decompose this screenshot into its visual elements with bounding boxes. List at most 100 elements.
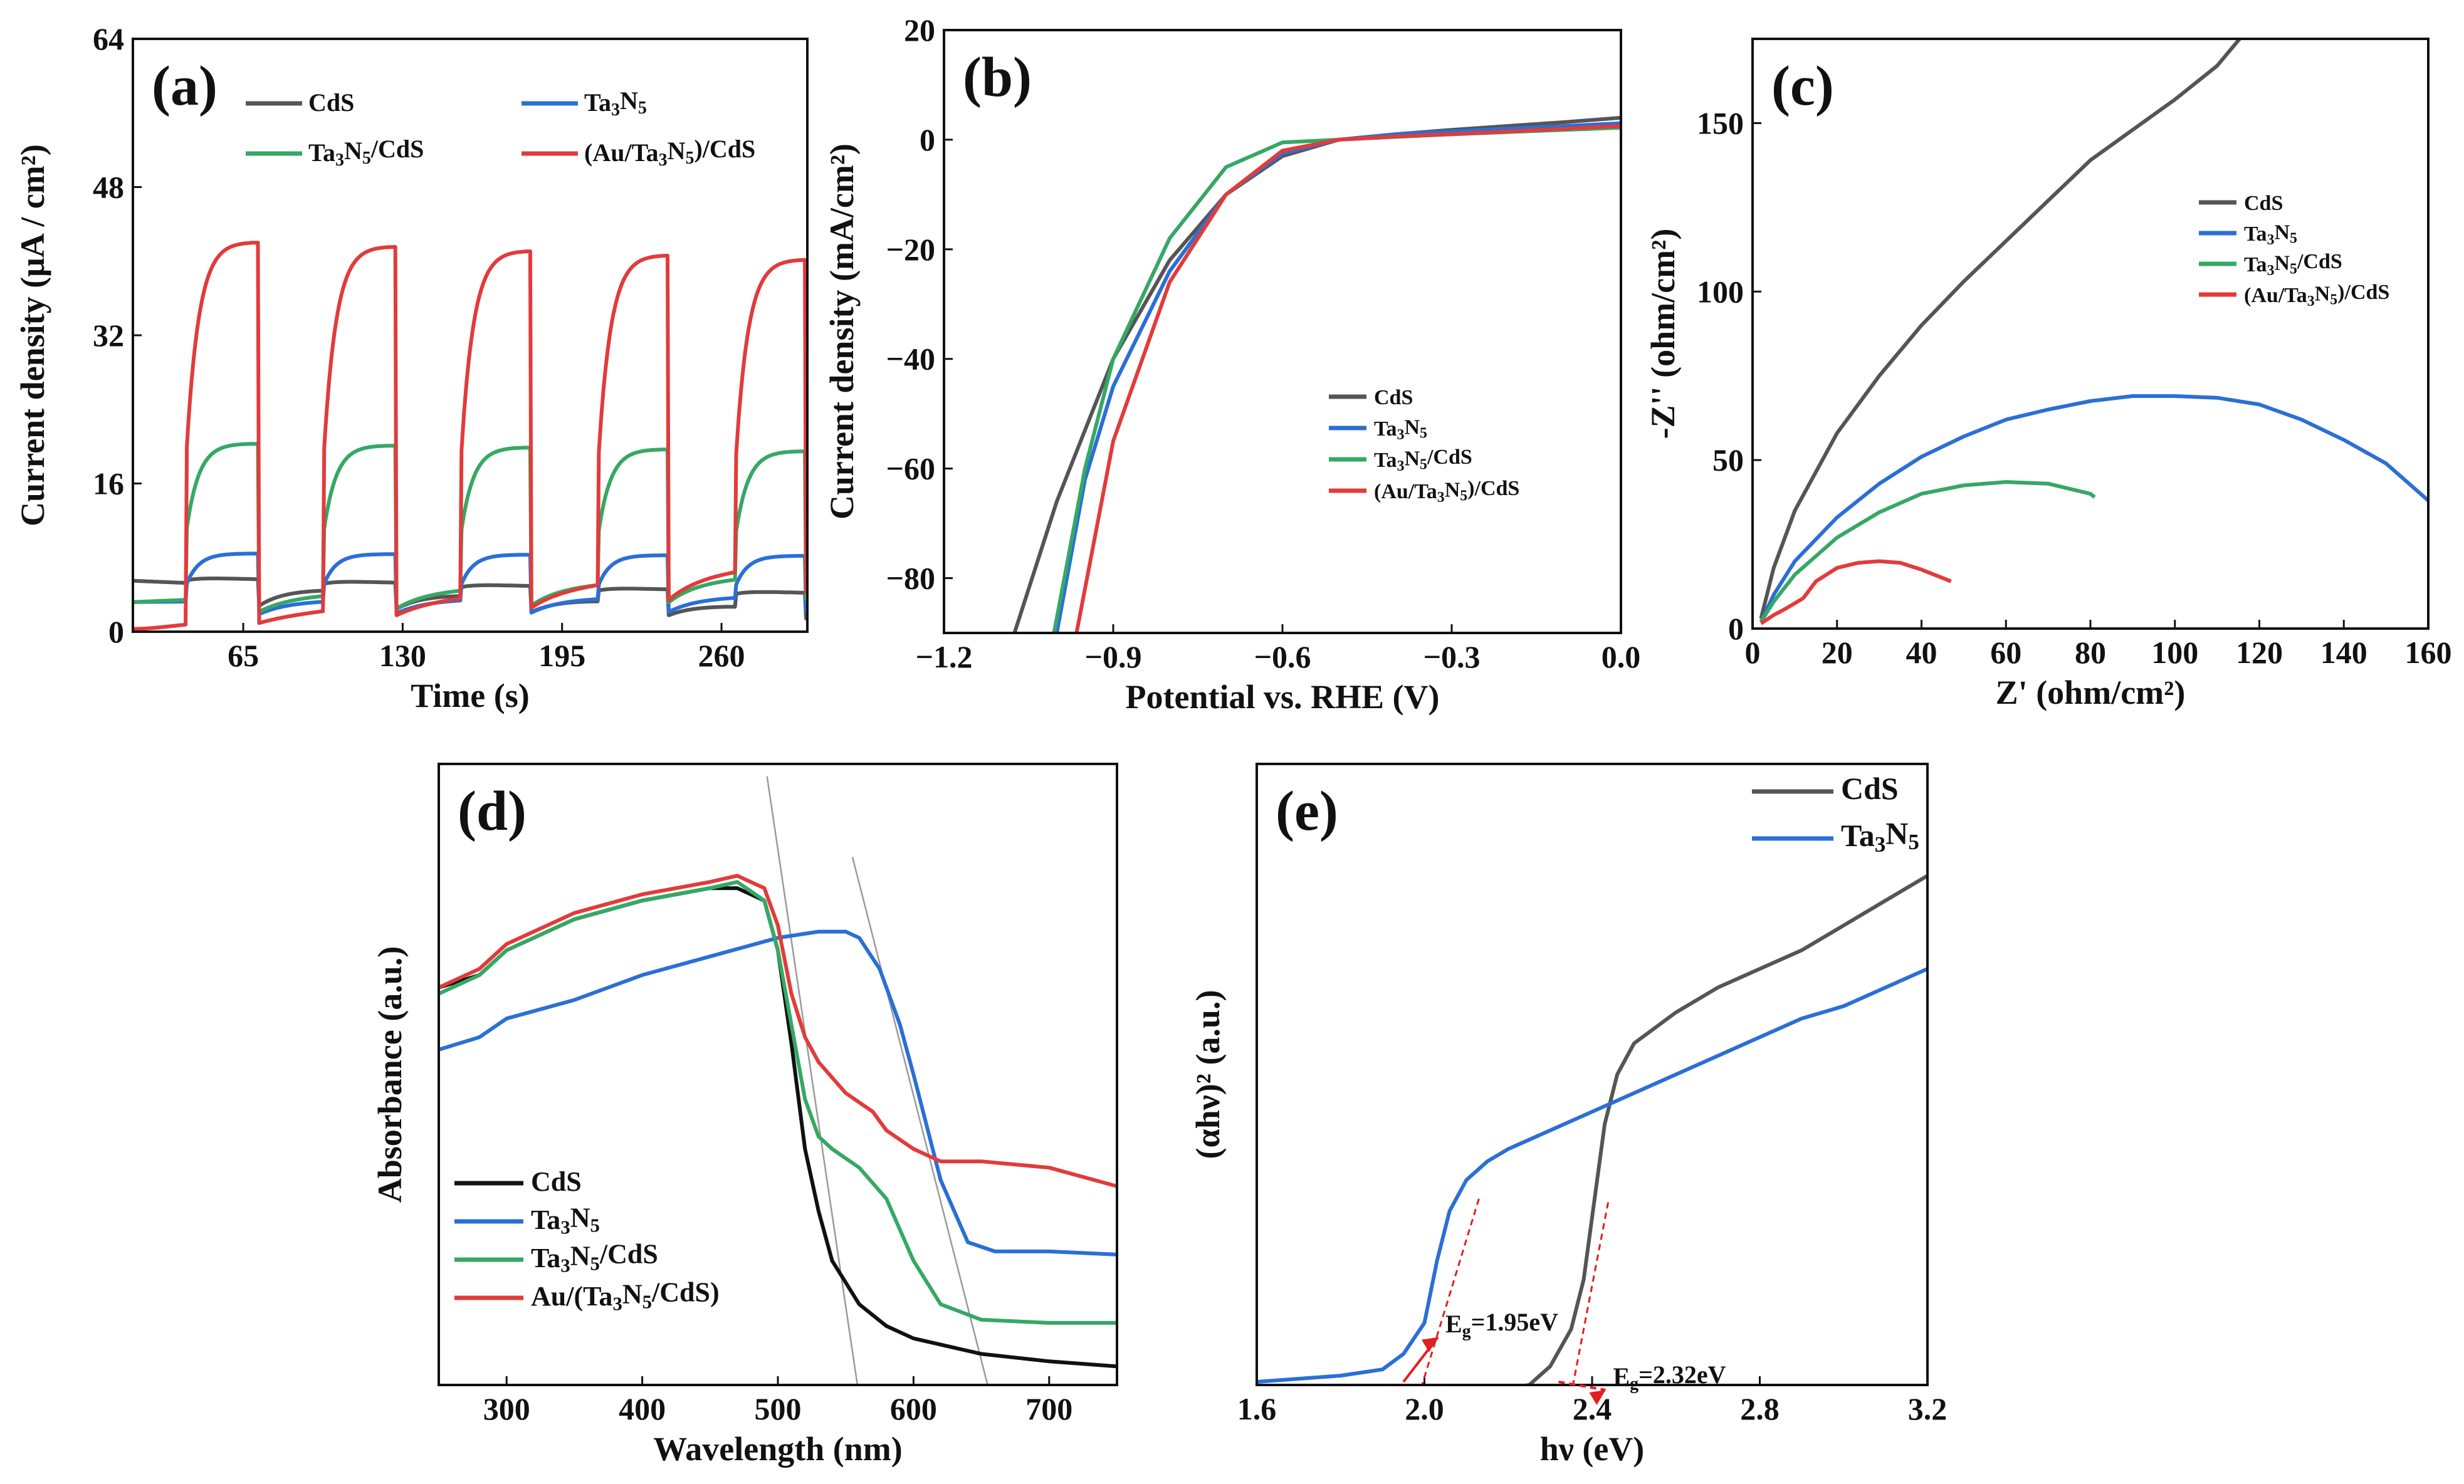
series-c-3 (1759, 559, 1952, 625)
series-d-1 (439, 929, 1117, 1257)
panel-label-a: (a) (152, 55, 218, 117)
legend-label-d: CdS (531, 1166, 582, 1197)
plot-frame-e (1256, 763, 1929, 1386)
legend-label-b: CdS (1374, 386, 1413, 409)
x-tick-label-c: 60 (1990, 635, 2021, 670)
panel-a: 65 130 195 260 0 16 32 48 64 Time (s) Current dens… (14, 21, 809, 714)
panel-label-b: (b) (963, 46, 1032, 108)
legend-label-e: Ta3​N5​ (1841, 815, 1919, 857)
x-tick-label-e: 1.6 (1237, 1391, 1277, 1426)
x-axis-label-a: Time (s) (411, 677, 529, 714)
annotation-arrowhead-1 (1589, 1390, 1606, 1405)
x-tick-label-d: 700 (1025, 1391, 1072, 1426)
annotation-label-1: Eg​=2.32eV (1613, 1361, 1726, 1394)
legend-label-a: (Au/Ta3​N5​)/CdS (584, 135, 755, 170)
legend-label-c: (Au/Ta3​N5​)/CdS (2244, 281, 2389, 310)
series-b-3 (1074, 124, 1621, 633)
series-b-1 (1055, 121, 1621, 633)
y-tick-label-a: 32 (93, 318, 124, 353)
series-e-0 (1516, 874, 1927, 1385)
y-tick-label-b: −40 (886, 342, 936, 377)
series-a-2 (133, 442, 807, 614)
panel-d: 300 400 500 600 700 Wavelength (nm) Absorbance… (371, 763, 1118, 1468)
series-d-2 (439, 880, 1117, 1325)
x-axis-label-d: Wavelength (nm) (653, 1430, 903, 1468)
legend-label-d: Au/(Ta3​N5​/CdS) (531, 1277, 720, 1314)
panel-b: −1.2 −0.9 −0.6 −0.3 0.0 −80 −60 −40 −20 0 20 Potent… (823, 13, 1640, 716)
y-tick-label-b: 0 (920, 122, 935, 157)
series-c-0 (1759, 39, 2242, 619)
x-tick-label-b: 0.0 (1602, 639, 1641, 674)
plot-frame-b (943, 29, 1622, 634)
x-tick-label-c: 0 (1745, 635, 1761, 670)
x-tick-label-a: 260 (698, 638, 745, 673)
panel-label-e: (e) (1276, 780, 1338, 842)
series-c-1 (1759, 394, 2428, 623)
y-tick-label-c: 50 (1712, 442, 1744, 478)
series-a-3 (133, 241, 807, 631)
y-tick-label-b: −80 (886, 561, 936, 596)
series-c-2 (1759, 480, 2096, 623)
y-tick-label-c: 100 (1697, 274, 1744, 309)
y-tick-label-a: 16 (93, 466, 124, 501)
plot-frame-a (132, 38, 809, 633)
y-tick-label-b: −20 (886, 232, 936, 267)
x-tick-label-a: 195 (538, 638, 585, 673)
y-axis-label-c: -Z'' (ohm/cm²) (1644, 229, 1682, 439)
x-tick-label-c: 140 (2320, 635, 2367, 670)
x-tick-label-b: −1.2 (916, 639, 973, 674)
legend-label-a: Ta3​N5​/CdS (308, 135, 424, 170)
legend-label-a: Ta3​N5​ (584, 86, 647, 120)
x-axis-label-e: hν (eV) (1540, 1430, 1645, 1468)
y-tick-label-a: 48 (93, 170, 124, 205)
panel-label-d: (d) (458, 780, 527, 842)
x-tick-label-c: 120 (2236, 635, 2283, 670)
x-tick-label-d: 500 (755, 1391, 802, 1426)
legend-label-c: Ta3​N5​ (2244, 221, 2297, 248)
y-tick-label-a: 0 (108, 614, 124, 649)
x-tick-label-c: 80 (2075, 635, 2106, 670)
series-a-0 (133, 577, 807, 620)
annotation-label-0: Eg​=1.95eV (1445, 1308, 1558, 1341)
annotation-arrow-1 (1558, 1381, 1606, 1391)
legend-label-b: Ta3​N5​ (1374, 415, 1427, 443)
legend-label-b: (Au/Ta3​N5​)/CdS (1374, 477, 1519, 506)
x-axis-label-c: Z' (ohm/cm²) (1996, 674, 2186, 711)
x-tick-label-e: 2.8 (1740, 1391, 1780, 1426)
x-tick-label-b: −0.6 (1254, 639, 1311, 674)
x-axis-label-b: Potential vs. RHE (V) (1126, 678, 1440, 716)
y-tick-label-c: 0 (1728, 611, 1744, 646)
guide-line-0 (766, 776, 859, 1385)
panel-e: 1.6 2.0 2.4 2.8 3.2hν (eV)(αhν)² (a.u.)(e) Cd… (1189, 763, 1948, 1468)
x-tick-label-e: 3.2 (1908, 1391, 1948, 1426)
legend-label-d: Ta3​N5​/CdS (531, 1238, 658, 1276)
x-tick-label-d: 300 (483, 1391, 530, 1426)
x-tick-label-b: −0.9 (1085, 639, 1142, 674)
x-tick-label-c: 20 (1822, 635, 1853, 670)
guide-line-1 (851, 857, 988, 1385)
y-tick-label-b: 20 (904, 13, 935, 48)
tangent-line-1 (1571, 1198, 1610, 1385)
x-tick-label-d: 600 (890, 1391, 937, 1426)
x-tick-label-c: 100 (2151, 635, 2198, 670)
series-b-2 (1052, 125, 1621, 633)
x-tick-label-b: −0.3 (1423, 639, 1481, 674)
plot-frame-c (1751, 38, 2430, 630)
legend-label-c: CdS (2244, 192, 2283, 215)
y-axis-label-e: (αhν)² (a.u.) (1189, 990, 1227, 1159)
plot-frame-d (438, 763, 1118, 1386)
series-b-0 (1012, 115, 1621, 633)
y-axis-label-d: Absorbance (a.u.) (371, 946, 409, 1203)
legend-label-d: Ta3​N5​ (531, 1203, 600, 1238)
legend-label-e: CdS (1841, 771, 1899, 806)
legend-label-c: Ta3​N5​/CdS (2244, 250, 2342, 279)
series-a-1 (133, 551, 807, 616)
x-tick-label-c: 160 (2405, 635, 2452, 670)
tangent-line-0 (1421, 1198, 1480, 1385)
panel-c: 0 20 40 60 80 100 120 140 160 0 50 100 150 Z' (ohm/cm… (1644, 38, 2452, 711)
annotation-arrowhead-0 (1421, 1337, 1438, 1352)
legend-label-b: Ta3​N5​/CdS (1374, 446, 1472, 474)
panel-label-c: (c) (1771, 55, 1834, 117)
series-e-1 (1257, 967, 1927, 1384)
